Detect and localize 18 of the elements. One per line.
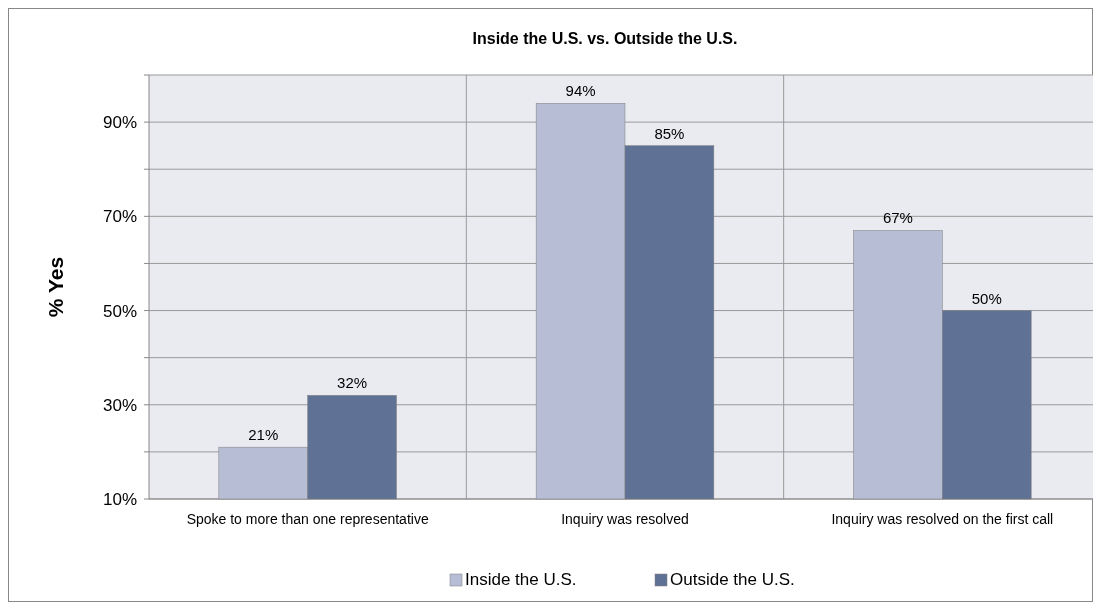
y-tick-label: 50% — [102, 301, 137, 321]
y-axis-title: % Yes — [44, 256, 67, 318]
legend-label: Inside the U.S. — [465, 570, 577, 589]
legend-label: Outside the U.S. — [670, 570, 795, 589]
data-label: 32% — [337, 374, 368, 392]
chart-title: Inside the U.S. vs. Outside the U.S. — [472, 30, 738, 47]
data-label: 50% — [971, 289, 1002, 307]
y-tick-label: 90% — [102, 113, 137, 133]
data-label: 94% — [565, 82, 596, 100]
data-label: 85% — [654, 124, 685, 142]
y-tick-label: 10% — [102, 489, 137, 509]
y-tick-label: 30% — [102, 395, 137, 415]
data-label: 21% — [248, 426, 279, 444]
x-tick-label: Spoke to more than one representative — [186, 511, 429, 527]
data-label: 67% — [882, 209, 913, 227]
x-tick-label: Inquiry was resolved — [561, 511, 689, 527]
x-tick-label: Inquiry was resolved on the first call — [831, 511, 1054, 527]
y-tick-label: 70% — [102, 207, 137, 227]
